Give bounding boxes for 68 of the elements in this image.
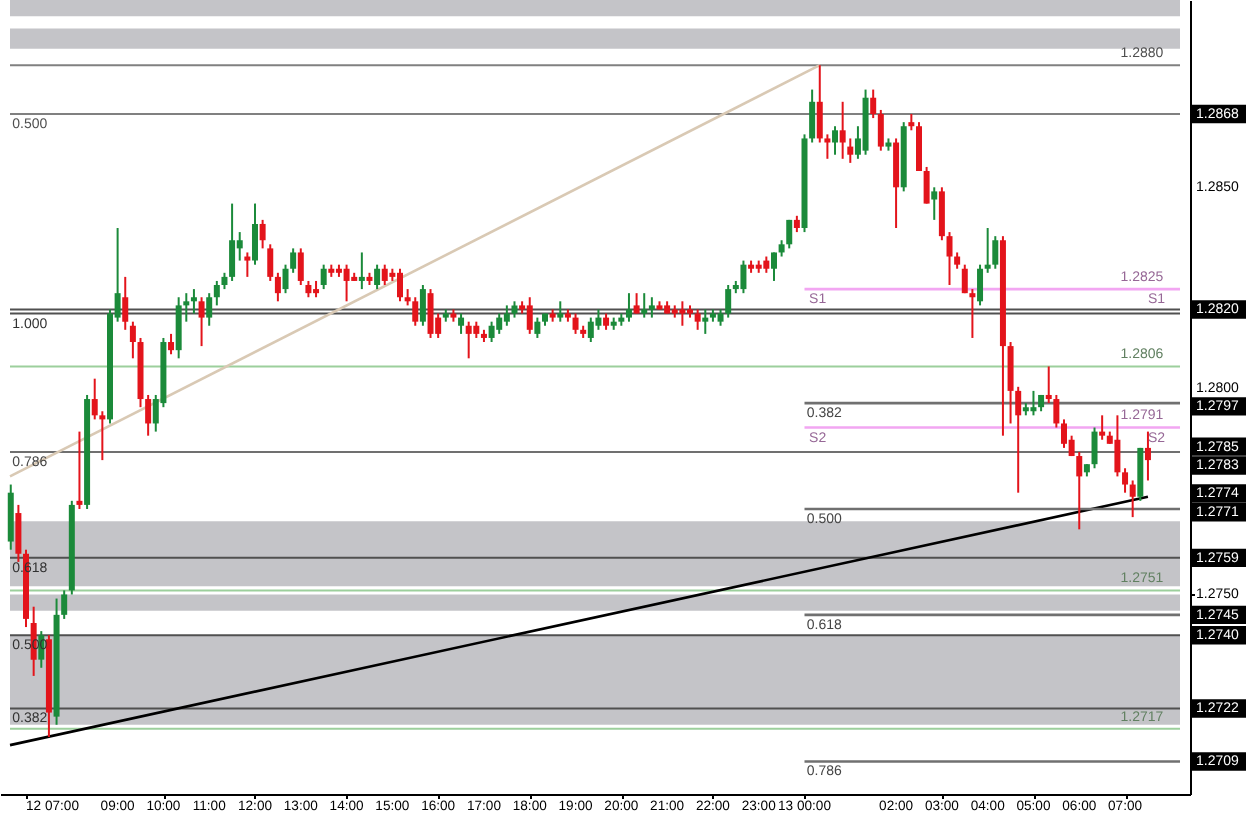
candlestick <box>770 251 777 282</box>
candlestick <box>1122 467 1129 494</box>
candlestick <box>1129 479 1136 519</box>
candlestick <box>496 312 503 335</box>
candlestick <box>465 320 472 360</box>
candlestick <box>76 430 83 510</box>
candlestick <box>694 308 701 331</box>
candlestick <box>343 263 350 303</box>
candlestick <box>1099 414 1106 441</box>
candlestick <box>648 296 655 319</box>
candlestick <box>397 267 403 303</box>
candlestick <box>206 292 213 327</box>
candlestick <box>1030 389 1037 417</box>
candlestick <box>427 288 434 339</box>
candlestick <box>1091 426 1098 470</box>
candlestick <box>244 251 251 278</box>
candlestick <box>725 284 732 319</box>
candlestick <box>274 271 281 303</box>
candlestick <box>633 292 640 315</box>
candlestick <box>839 100 846 160</box>
candlestick <box>1060 418 1067 449</box>
candlestick <box>984 227 991 274</box>
candlestick <box>259 218 266 250</box>
candlestick <box>198 296 205 348</box>
candlestick <box>412 296 419 327</box>
candlestick <box>503 304 510 327</box>
candlestick <box>15 503 22 563</box>
candlestick <box>251 202 258 266</box>
candlestick <box>832 125 839 156</box>
candlestick <box>702 308 709 335</box>
candlestick <box>1144 430 1151 482</box>
candlestick <box>977 263 984 307</box>
candlestick <box>679 300 686 327</box>
candlestick <box>557 300 564 323</box>
candlestick <box>870 88 877 120</box>
candlestick <box>297 247 304 287</box>
candlestick <box>786 218 793 250</box>
candlestick <box>893 137 900 230</box>
candlestick <box>168 332 175 356</box>
candlestick <box>190 288 197 315</box>
candlestick <box>877 108 884 152</box>
candlestick <box>358 251 365 291</box>
candlestick <box>1114 414 1121 478</box>
candlestick <box>129 320 136 360</box>
candlestick <box>923 165 930 205</box>
candlestick <box>488 320 495 344</box>
candlestick <box>213 279 220 307</box>
candlestick <box>931 186 938 221</box>
candlestick <box>641 292 648 319</box>
candlestick <box>320 263 327 291</box>
candlestick <box>122 275 129 331</box>
candlestick <box>992 235 999 270</box>
candlestick <box>267 243 274 282</box>
candlestick <box>381 263 388 287</box>
candlestick <box>915 121 922 173</box>
candlestick <box>625 292 632 323</box>
candlestick <box>572 312 579 335</box>
candlestick <box>175 296 182 360</box>
candlestick <box>526 296 533 335</box>
candlestick <box>229 202 236 282</box>
candlestick <box>374 263 381 291</box>
candlestick <box>458 312 465 335</box>
candlestick <box>946 231 953 287</box>
candlestick <box>938 186 945 242</box>
candlestick <box>419 284 426 327</box>
candlestick <box>587 316 594 344</box>
candlestick <box>740 259 747 295</box>
candlestick <box>534 316 541 339</box>
